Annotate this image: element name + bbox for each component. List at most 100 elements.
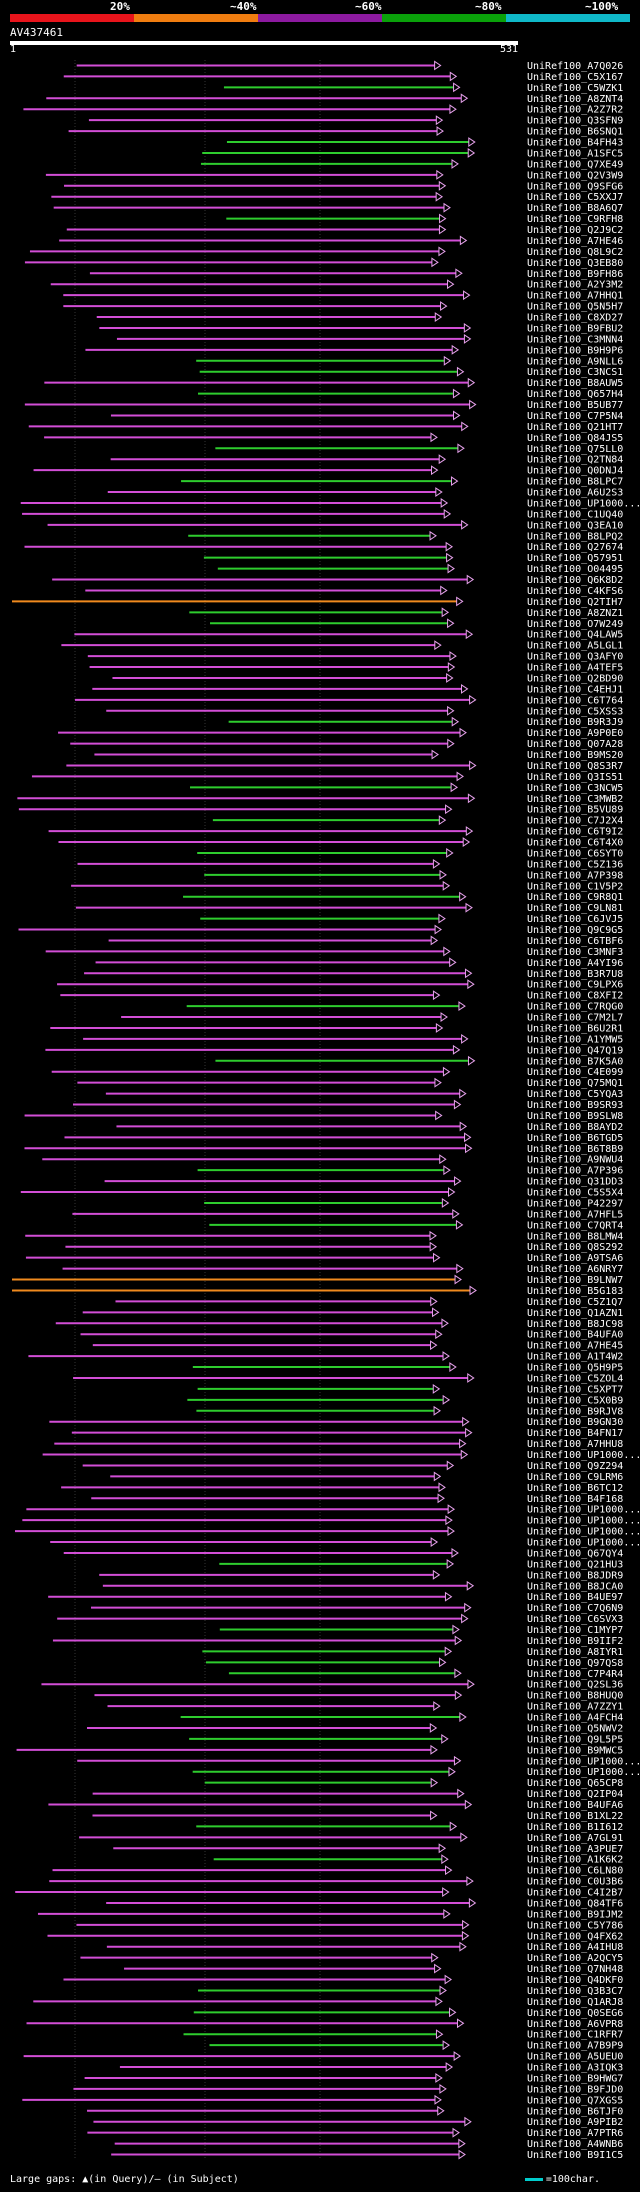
hit-label[interactable]: UniRef100_A2Y3M2: [527, 280, 623, 291]
hit-label[interactable]: UniRef100_B1XL22: [527, 1811, 623, 1822]
hit-row[interactable]: UniRef100_Q1AZN1: [82, 1307, 624, 1319]
hit-label[interactable]: UniRef100_Q31DD3: [527, 1177, 623, 1188]
hit-label[interactable]: UniRef100_Q4FX62: [527, 1931, 623, 1942]
hit-row[interactable]: UniRef100_C6SVX3: [57, 1613, 623, 1625]
hit-label[interactable]: UniRef100_Q2SL36: [527, 1680, 623, 1691]
hit-label[interactable]: UniRef100_A7HFL5: [527, 1209, 623, 1220]
hit-label[interactable]: UniRef100_B6TGD5: [527, 1133, 623, 1144]
hit-row[interactable]: UniRef100_C3MWB2: [17, 793, 623, 805]
hit-row[interactable]: UniRef100_Q4DKF0: [63, 1974, 623, 1986]
hit-label[interactable]: UniRef100_B9LNW7: [527, 1275, 623, 1286]
hit-row[interactable]: UniRef100_Q97QS8: [205, 1657, 623, 1669]
hit-row[interactable]: UniRef100_A9P0E0: [58, 727, 623, 739]
hit-label[interactable]: UniRef100_Q57951: [527, 553, 623, 564]
hit-label[interactable]: UniRef100_Q3B3C7: [527, 1986, 623, 1997]
hit-label[interactable]: UniRef100_A9TSA6: [527, 1253, 623, 1264]
hit-label[interactable]: UniRef100_A7P398: [527, 870, 623, 881]
hit-row[interactable]: UniRef100_B3R7U8: [84, 968, 623, 980]
hit-row[interactable]: UniRef100_A9NLL6: [196, 355, 623, 367]
hit-row[interactable]: UniRef100_Q31DD3: [104, 1176, 624, 1188]
hit-label[interactable]: UniRef100_Q5N5H7: [527, 302, 623, 313]
hit-label[interactable]: UniRef100_B8LPQ2: [527, 531, 623, 542]
hit-label[interactable]: UniRef100_Q3EB80: [527, 258, 623, 269]
hit-row[interactable]: UniRef100_B9R3J9: [228, 716, 624, 728]
hit-label[interactable]: UniRef100_C5WZK1: [527, 83, 623, 94]
hit-row[interactable]: UniRef100_A1SFC5: [202, 148, 623, 159]
hit-label[interactable]: UniRef100_A7ZZY1: [527, 1702, 623, 1713]
hit-label[interactable]: UniRef100_C6LN80: [527, 1866, 623, 1877]
hit-label[interactable]: UniRef100_B8LMW4: [527, 1231, 623, 1242]
hit-label[interactable]: UniRef100_C3MWB2: [527, 794, 623, 805]
hit-row[interactable]: UniRef100_B9SLW8: [24, 1110, 624, 1122]
hit-label[interactable]: UniRef100_B4FH43: [527, 138, 623, 149]
hit-label[interactable]: UniRef100_Q75MQ1: [527, 1078, 623, 1089]
hit-row[interactable]: UniRef100_B4UFA6: [48, 1799, 623, 1811]
hit-label[interactable]: UniRef100_A8ZNZ1: [527, 608, 623, 619]
hit-label[interactable]: UniRef100_A4FCH4: [527, 1713, 623, 1724]
hit-label[interactable]: UniRef100_A1T4W2: [527, 1352, 623, 1363]
hit-label[interactable]: UniRef100_B9HWG7: [527, 2073, 623, 2084]
hit-row[interactable]: UniRef100_Q4FX62: [47, 1930, 623, 1942]
hit-label[interactable]: UniRef100_C8XFI2: [527, 991, 623, 1002]
hit-row[interactable]: UniRef100_Q0SEG6: [193, 2007, 624, 2019]
hit-row[interactable]: UniRef100_B4FH43: [226, 137, 623, 149]
hit-label[interactable]: UniRef100_Q84JS5: [527, 433, 623, 444]
hit-row[interactable]: UniRef100_B8JCA0: [102, 1580, 623, 1592]
hit-row[interactable]: UniRef100_Q57951: [203, 552, 623, 564]
hit-row[interactable]: UniRef100_A3PUE7: [113, 1843, 623, 1855]
hit-row[interactable]: UniRef100_B9FJD0: [73, 2083, 623, 2095]
hit-row[interactable]: UniRef100_A6VPR8: [26, 2018, 624, 2030]
hit-row[interactable]: UniRef100_P42297: [204, 1198, 623, 1209]
hit-label[interactable]: UniRef100_B5G183: [527, 1286, 623, 1297]
hit-row[interactable]: UniRef100_B9LNW7: [12, 1274, 623, 1286]
hit-row[interactable]: UniRef100_A2QCY5: [80, 1952, 623, 1964]
hit-label[interactable]: UniRef100_B9FJD0: [527, 2084, 623, 2095]
hit-label[interactable]: UniRef100_B8A6Q7: [527, 203, 623, 214]
hit-row[interactable]: UniRef100_A7B9P9: [209, 2040, 623, 2052]
hit-row[interactable]: UniRef100_B6TGD5: [64, 1132, 623, 1144]
hit-row[interactable]: UniRef100_A7HE45: [92, 1340, 624, 1352]
hit-label[interactable]: UniRef100_Q9SFG6: [527, 181, 623, 192]
hit-row[interactable]: UniRef100_Q84JS5: [44, 432, 623, 444]
hit-label[interactable]: UniRef100_B7K5A0: [527, 1056, 623, 1067]
hit-label[interactable]: UniRef100_C1MYP7: [527, 1625, 623, 1636]
hit-row[interactable]: UniRef100_Q75LL0: [215, 443, 623, 455]
hit-row[interactable]: UniRef100_A3IQK3: [119, 2062, 623, 2074]
hit-row[interactable]: UniRef100_Q75MQ1: [77, 1077, 623, 1089]
hit-row[interactable]: UniRef100_B8LPQ2: [188, 530, 623, 542]
hit-row[interactable]: UniRef100_B5UB77: [24, 399, 623, 411]
hit-row[interactable]: UniRef100_B1I612: [196, 1821, 623, 1833]
hit-label[interactable]: UniRef100_Q2IP04: [527, 1789, 623, 1800]
hit-label[interactable]: UniRef100_A4YI96: [527, 958, 623, 969]
hit-row[interactable]: UniRef100_Q657H4: [197, 388, 623, 400]
hit-row[interactable]: UniRef100_C5ZOL4: [73, 1373, 623, 1384]
hit-row[interactable]: UniRef100_B9IIF2: [52, 1635, 623, 1647]
hit-row[interactable]: UniRef100_C8XD27: [96, 312, 624, 324]
hit-label[interactable]: UniRef100_A7HE46: [527, 236, 623, 247]
hit-row[interactable]: UniRef100_A1T4W2: [28, 1351, 623, 1363]
hit-label[interactable]: UniRef100_C4E099: [527, 1067, 623, 1078]
hit-row[interactable]: UniRef100_A4YI96: [95, 957, 624, 969]
hit-label[interactable]: UniRef100_C9LPX6: [527, 980, 623, 991]
hit-label[interactable]: UniRef100_C7P5N4: [527, 411, 623, 422]
hit-row[interactable]: UniRef100_Q0DNJ4: [33, 465, 624, 477]
hit-row[interactable]: UniRef100_Q7NH48: [124, 1963, 623, 1975]
hit-row[interactable]: UniRef100_A8ZNT4: [46, 93, 623, 105]
hit-label[interactable]: UniRef100_C6JVJ5: [527, 914, 623, 925]
hit-label[interactable]: UniRef100_B5VU89: [527, 805, 623, 816]
hit-label[interactable]: UniRef100_UP1000...: [527, 1527, 640, 1538]
hit-row[interactable]: UniRef100_Q9Z294: [82, 1460, 624, 1472]
hit-label[interactable]: UniRef100_C4I2B7: [527, 1888, 623, 1899]
hit-label[interactable]: UniRef100_B9MS20: [527, 750, 623, 761]
hit-row[interactable]: UniRef100_B4F168: [91, 1493, 623, 1505]
hit-label[interactable]: UniRef100_B8AUW5: [527, 378, 623, 389]
hit-row[interactable]: UniRef100_B8LMW4: [25, 1230, 623, 1242]
hit-row[interactable]: UniRef100_C3MNN4: [116, 333, 623, 345]
hit-row[interactable]: UniRef100_Q7XGS5: [22, 2094, 623, 2106]
hit-label[interactable]: UniRef100_A7HE45: [527, 1341, 623, 1352]
hit-label[interactable]: UniRef100_A2Z7R2: [527, 105, 623, 116]
hit-row[interactable]: UniRef100_Q27674: [24, 541, 623, 553]
hit-row[interactable]: UniRef100_B8JDR9: [99, 1569, 623, 1581]
hit-label[interactable]: UniRef100_Q21HT7: [527, 422, 623, 433]
hit-label[interactable]: UniRef100_C6TBF6: [527, 936, 623, 947]
